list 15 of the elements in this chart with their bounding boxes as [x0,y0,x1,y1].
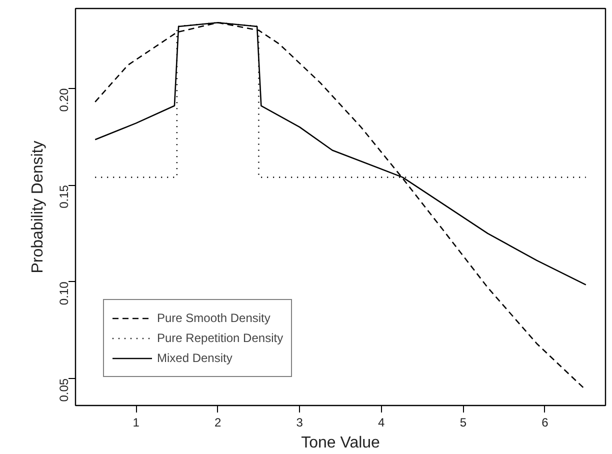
legend-label: Mixed Density [157,351,232,365]
y-tick-label: 0.15 [57,184,71,208]
x-tick-label: 1 [132,416,140,430]
x-tick-label: 6 [542,416,549,430]
legend-label: Pure Repetition Density [157,331,284,345]
x-axis-title: Tone Value [301,434,380,452]
x-tick-label: 4 [378,416,386,430]
x-tick-label: 2 [214,416,222,430]
y-tick-label: 0.05 [57,378,71,402]
y-tick-label: 0.10 [57,281,71,306]
x-tick-label: 5 [460,416,467,430]
x-tick-label: 3 [296,416,304,430]
y-axis-title: Probability Density [30,140,46,274]
legend-label: Pure Smooth Density [157,311,270,325]
y-tick-label: 0.20 [57,88,71,112]
